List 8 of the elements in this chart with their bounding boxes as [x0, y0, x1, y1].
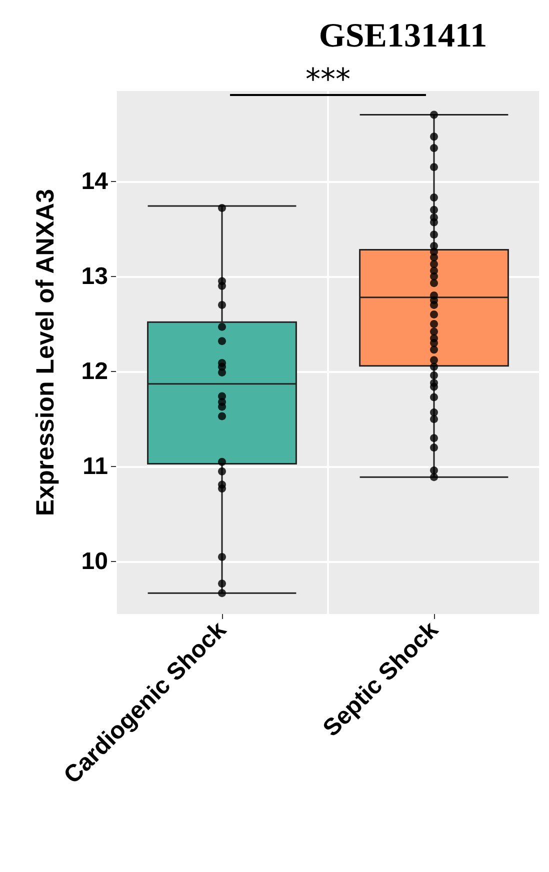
y-tick-label: 12: [81, 358, 108, 386]
y-tick-label: 11: [82, 453, 108, 480]
y-tick-label: 14: [81, 168, 109, 195]
y-tick-label: 10: [81, 548, 108, 576]
chart-title: GSE131411: [318, 18, 488, 54]
y-tick-label: 13: [81, 262, 108, 290]
y-axis-title: Expression Level of ANXA3: [32, 189, 60, 516]
annotation: ***: [306, 62, 350, 98]
